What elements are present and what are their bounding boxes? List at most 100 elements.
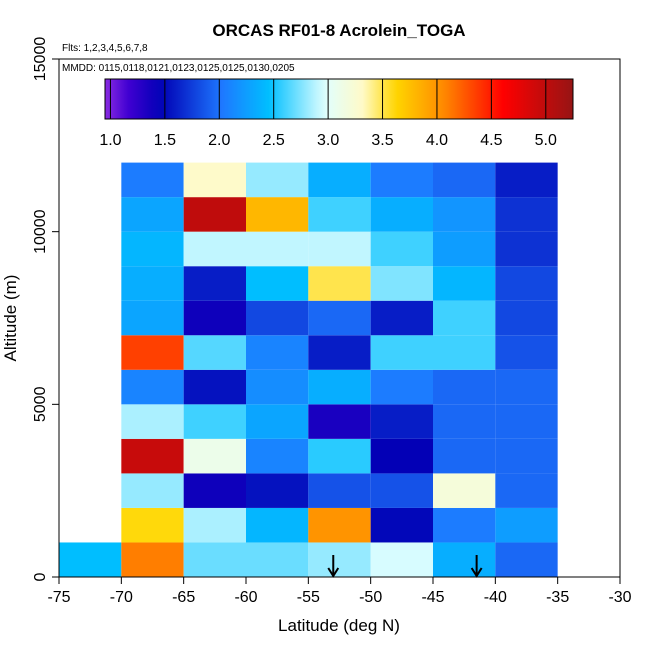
x-tick-label: -30 xyxy=(608,589,631,606)
heatmap-cell xyxy=(246,404,309,439)
heatmap-cell xyxy=(495,197,558,232)
heatmap-cell xyxy=(495,438,558,474)
heatmap-cell xyxy=(495,542,558,577)
heatmap-cell xyxy=(433,438,496,474)
heatmap-cell xyxy=(308,473,371,508)
heatmap-cell xyxy=(370,542,433,577)
heatmap-cell xyxy=(183,404,246,439)
heatmap-cell xyxy=(246,473,309,508)
heatmap-cell xyxy=(433,266,496,301)
heatmap-cell xyxy=(433,542,496,577)
heatmap-cell xyxy=(121,473,184,508)
heatmap-cell xyxy=(495,473,558,508)
x-tick-label: -45 xyxy=(421,589,444,606)
heatmap-cell xyxy=(433,507,496,543)
heatmap-cell xyxy=(183,335,246,370)
colorbar-tick-label: 5.0 xyxy=(535,132,557,149)
x-tick-label: -35 xyxy=(546,589,569,606)
heatmap-cell xyxy=(308,438,371,474)
heatmap-cell xyxy=(370,335,433,370)
colorbar: 1.0 1.5 2.0 2.5 3.0 3.5 4.0 4.5 5.0 xyxy=(99,78,574,149)
heatmap-cell xyxy=(121,404,184,439)
heatmap-cell xyxy=(495,369,558,405)
heatmap-cell xyxy=(246,266,309,301)
heatmap-cell xyxy=(121,542,184,577)
heatmap-cell xyxy=(246,162,309,198)
heatmap-cell xyxy=(370,473,433,508)
heatmap-cell xyxy=(495,231,558,267)
heatmap-cell xyxy=(308,542,371,577)
heatmap-cell xyxy=(183,266,246,301)
heatmap-cell xyxy=(433,162,496,198)
heatmap-cell xyxy=(183,231,246,267)
heatmap-cell xyxy=(121,507,184,543)
heatmap-cell xyxy=(246,335,309,370)
heatmap-cell xyxy=(121,335,184,370)
flights-annotation: Flts: 1,2,3,4,5,6,7,8 xyxy=(62,43,148,54)
heatmap-cell xyxy=(183,300,246,336)
heatmap-cell xyxy=(370,438,433,474)
heatmap-cells xyxy=(59,162,558,577)
heatmap-cell xyxy=(246,231,309,267)
heatmap-cell xyxy=(308,197,371,232)
heatmap-cell xyxy=(495,300,558,336)
x-tick-label: -60 xyxy=(234,589,257,606)
heatmap-cell xyxy=(370,300,433,336)
heatmap-cell xyxy=(121,197,184,232)
y-tick-label: 0 xyxy=(32,572,49,581)
dates-annotation: MMDD: 0115,0118,0121,0123,0125,0125,0130… xyxy=(62,63,295,74)
heatmap-cell xyxy=(121,231,184,267)
heatmap-cell xyxy=(183,197,246,232)
heatmap-cell xyxy=(495,266,558,301)
heatmap-cell xyxy=(183,507,246,543)
heatmap-cell xyxy=(183,542,246,577)
colorbar-tick-label: 1.5 xyxy=(154,132,176,149)
heatmap-cell xyxy=(370,266,433,301)
arrow-marker xyxy=(470,555,483,578)
arrow-marker xyxy=(327,555,340,578)
heatmap-cell xyxy=(370,507,433,543)
heatmap-cell xyxy=(246,507,309,543)
heatmap-cell xyxy=(308,162,371,198)
x-tick-label: -55 xyxy=(297,589,320,606)
heatmap-cell xyxy=(308,507,371,543)
colorbar-tick-label: 2.0 xyxy=(208,132,230,149)
heatmap-cell xyxy=(183,473,246,508)
heatmap-cell xyxy=(370,231,433,267)
colorbar-tick-label: 4.0 xyxy=(426,132,448,149)
x-axis: -75 -70 -65 -60 -55 -50 -45 -40 -35 -30 xyxy=(47,577,632,606)
heatmap-cell xyxy=(246,197,309,232)
y-tick-label: 15000 xyxy=(32,37,49,82)
x-tick-label: -70 xyxy=(110,589,133,606)
heatmap-cell xyxy=(308,266,371,301)
plot-frame xyxy=(58,58,621,578)
heatmap-cell xyxy=(370,162,433,198)
heatmap-cell xyxy=(246,438,309,474)
heatmap-cell xyxy=(433,473,496,508)
heatmap-cell xyxy=(121,300,184,336)
heatmap-cell xyxy=(495,507,558,543)
heatmap-cell xyxy=(370,197,433,232)
x-tick-label: -75 xyxy=(47,589,70,606)
heatmap-cell xyxy=(121,369,184,405)
heatmap-cell xyxy=(308,300,371,336)
heatmap-cell xyxy=(433,231,496,267)
heatmap-cell xyxy=(370,369,433,405)
heatmap-cell xyxy=(246,369,309,405)
x-tick-label: -40 xyxy=(484,589,507,606)
y-axis-label: Altitude (m) xyxy=(1,275,20,362)
heatmap-cell xyxy=(121,438,184,474)
heatmap-cell xyxy=(433,335,496,370)
chart-title: ORCAS RF01-8 Acrolein_TOGA xyxy=(212,21,465,40)
x-tick-label: -50 xyxy=(359,589,382,606)
heatmap-cell xyxy=(246,542,309,577)
arrow-markers xyxy=(327,555,483,578)
heatmap-cell xyxy=(433,404,496,439)
heatmap-cell xyxy=(495,335,558,370)
y-axis: 0 5000 10000 15000 xyxy=(32,37,59,581)
heatmap-cell xyxy=(59,542,122,577)
colorbar-tick-label: 3.5 xyxy=(371,132,393,149)
heatmap-cell xyxy=(308,231,371,267)
heatmap-cell xyxy=(183,438,246,474)
